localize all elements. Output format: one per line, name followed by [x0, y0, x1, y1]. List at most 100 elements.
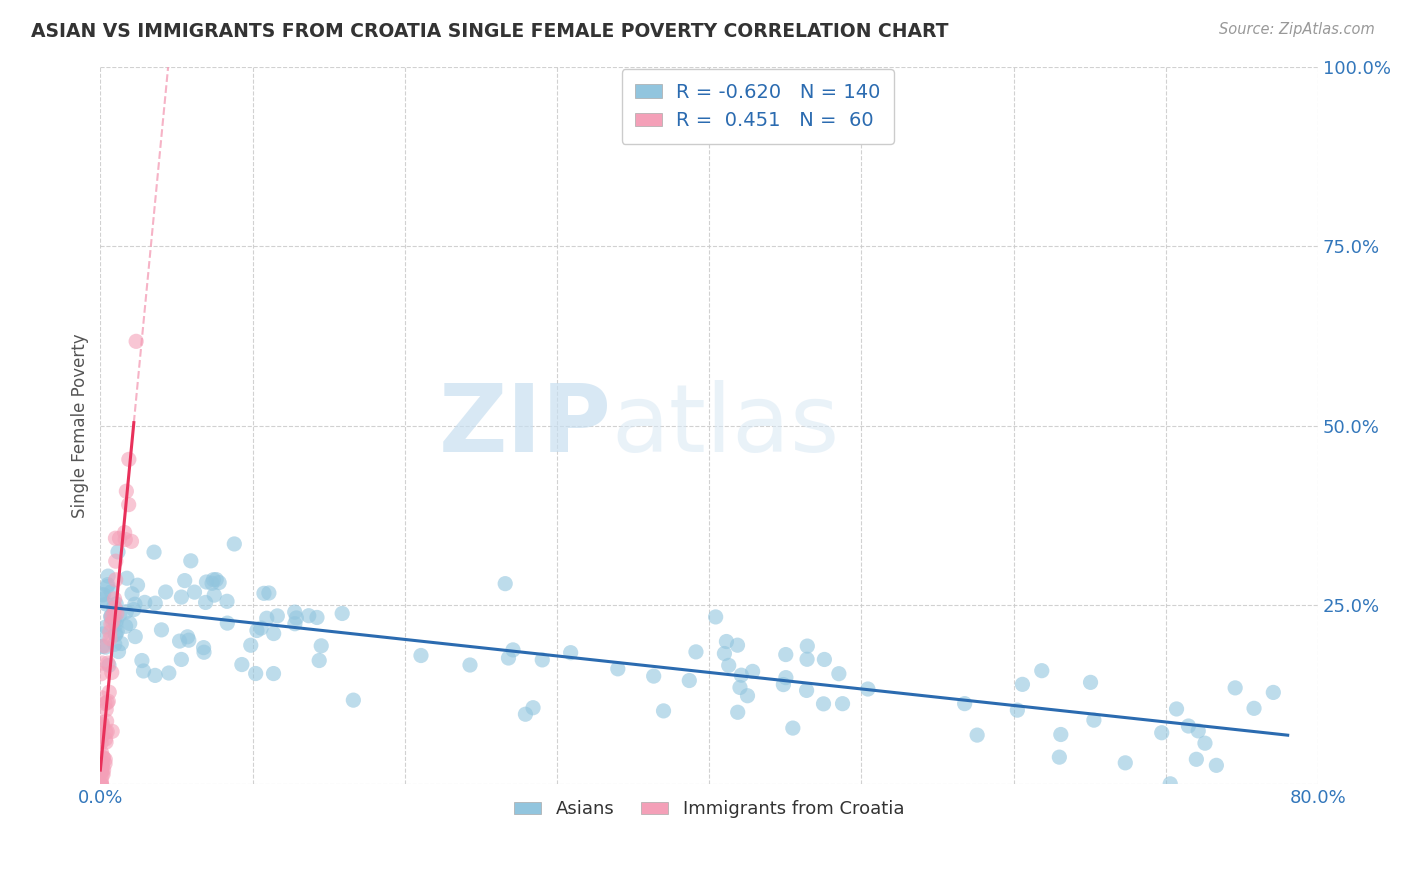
Point — [1194, 736, 1216, 750]
Point — [652, 704, 675, 718]
Point — [180, 554, 202, 568]
Point — [94, 731, 117, 746]
Point — [498, 651, 520, 665]
Point — [813, 697, 835, 711]
Point — [104, 617, 127, 632]
Point — [202, 573, 225, 587]
Point — [98, 685, 121, 699]
Point — [1159, 777, 1181, 791]
Point — [124, 630, 146, 644]
Point — [90, 690, 112, 705]
Text: atlas: atlas — [612, 379, 839, 472]
Point — [285, 611, 308, 625]
Point — [94, 697, 117, 711]
Point — [531, 653, 554, 667]
Point — [560, 646, 582, 660]
Point — [342, 693, 364, 707]
Point — [737, 689, 759, 703]
Point — [94, 620, 117, 634]
Text: Source: ZipAtlas.com: Source: ZipAtlas.com — [1219, 22, 1375, 37]
Point — [205, 573, 228, 587]
Point — [91, 656, 114, 670]
Point — [90, 777, 112, 791]
Point — [177, 633, 200, 648]
Point — [107, 644, 129, 658]
Point — [143, 668, 166, 682]
Point — [1049, 727, 1071, 741]
Point — [253, 586, 276, 600]
Point — [94, 752, 117, 766]
Point — [104, 627, 127, 641]
Point — [90, 736, 112, 750]
Point — [796, 639, 818, 653]
Point — [110, 636, 132, 650]
Point — [1007, 703, 1029, 717]
Point — [127, 578, 149, 592]
Point — [91, 750, 114, 764]
Point — [105, 624, 128, 639]
Point — [231, 657, 253, 672]
Point — [1114, 756, 1136, 770]
Point — [170, 590, 193, 604]
Point — [104, 601, 127, 615]
Point — [94, 756, 117, 771]
Point — [118, 498, 141, 512]
Point — [97, 569, 120, 583]
Point — [284, 616, 307, 631]
Point — [201, 576, 224, 591]
Point — [101, 615, 124, 629]
Point — [100, 665, 122, 680]
Point — [115, 484, 138, 499]
Point — [96, 580, 118, 594]
Point — [122, 602, 145, 616]
Point — [97, 694, 120, 708]
Point — [284, 605, 307, 619]
Point — [100, 609, 122, 624]
Point — [173, 574, 195, 588]
Point — [97, 658, 120, 673]
Point — [103, 613, 125, 627]
Point — [121, 534, 143, 549]
Point — [90, 666, 112, 681]
Point — [796, 683, 818, 698]
Point — [101, 609, 124, 624]
Point — [90, 777, 112, 791]
Point — [1177, 719, 1199, 733]
Point — [104, 573, 127, 587]
Point — [90, 761, 112, 775]
Point — [458, 658, 481, 673]
Point — [195, 574, 218, 589]
Point — [685, 645, 707, 659]
Point — [132, 664, 155, 678]
Point — [125, 334, 148, 349]
Point — [1150, 725, 1173, 739]
Point — [1243, 701, 1265, 715]
Point — [170, 652, 193, 666]
Point — [1083, 713, 1105, 727]
Point — [263, 626, 285, 640]
Point — [90, 765, 112, 780]
Point — [96, 714, 118, 729]
Point — [91, 757, 114, 772]
Point — [256, 611, 278, 625]
Point — [97, 656, 120, 670]
Point — [90, 773, 112, 788]
Point — [330, 607, 353, 621]
Point — [91, 717, 114, 731]
Point — [157, 666, 180, 681]
Point — [108, 531, 131, 545]
Point — [94, 640, 117, 654]
Point — [717, 658, 740, 673]
Point — [856, 681, 879, 696]
Point — [813, 652, 835, 666]
Text: ASIAN VS IMMIGRANTS FROM CROATIA SINGLE FEMALE POVERTY CORRELATION CHART: ASIAN VS IMMIGRANTS FROM CROATIA SINGLE … — [31, 22, 949, 41]
Point — [1080, 675, 1102, 690]
Point — [772, 677, 794, 691]
Point — [143, 545, 166, 559]
Point — [97, 577, 120, 591]
Point — [94, 735, 117, 749]
Point — [953, 697, 976, 711]
Point — [796, 652, 818, 666]
Point — [208, 575, 231, 590]
Point — [409, 648, 432, 663]
